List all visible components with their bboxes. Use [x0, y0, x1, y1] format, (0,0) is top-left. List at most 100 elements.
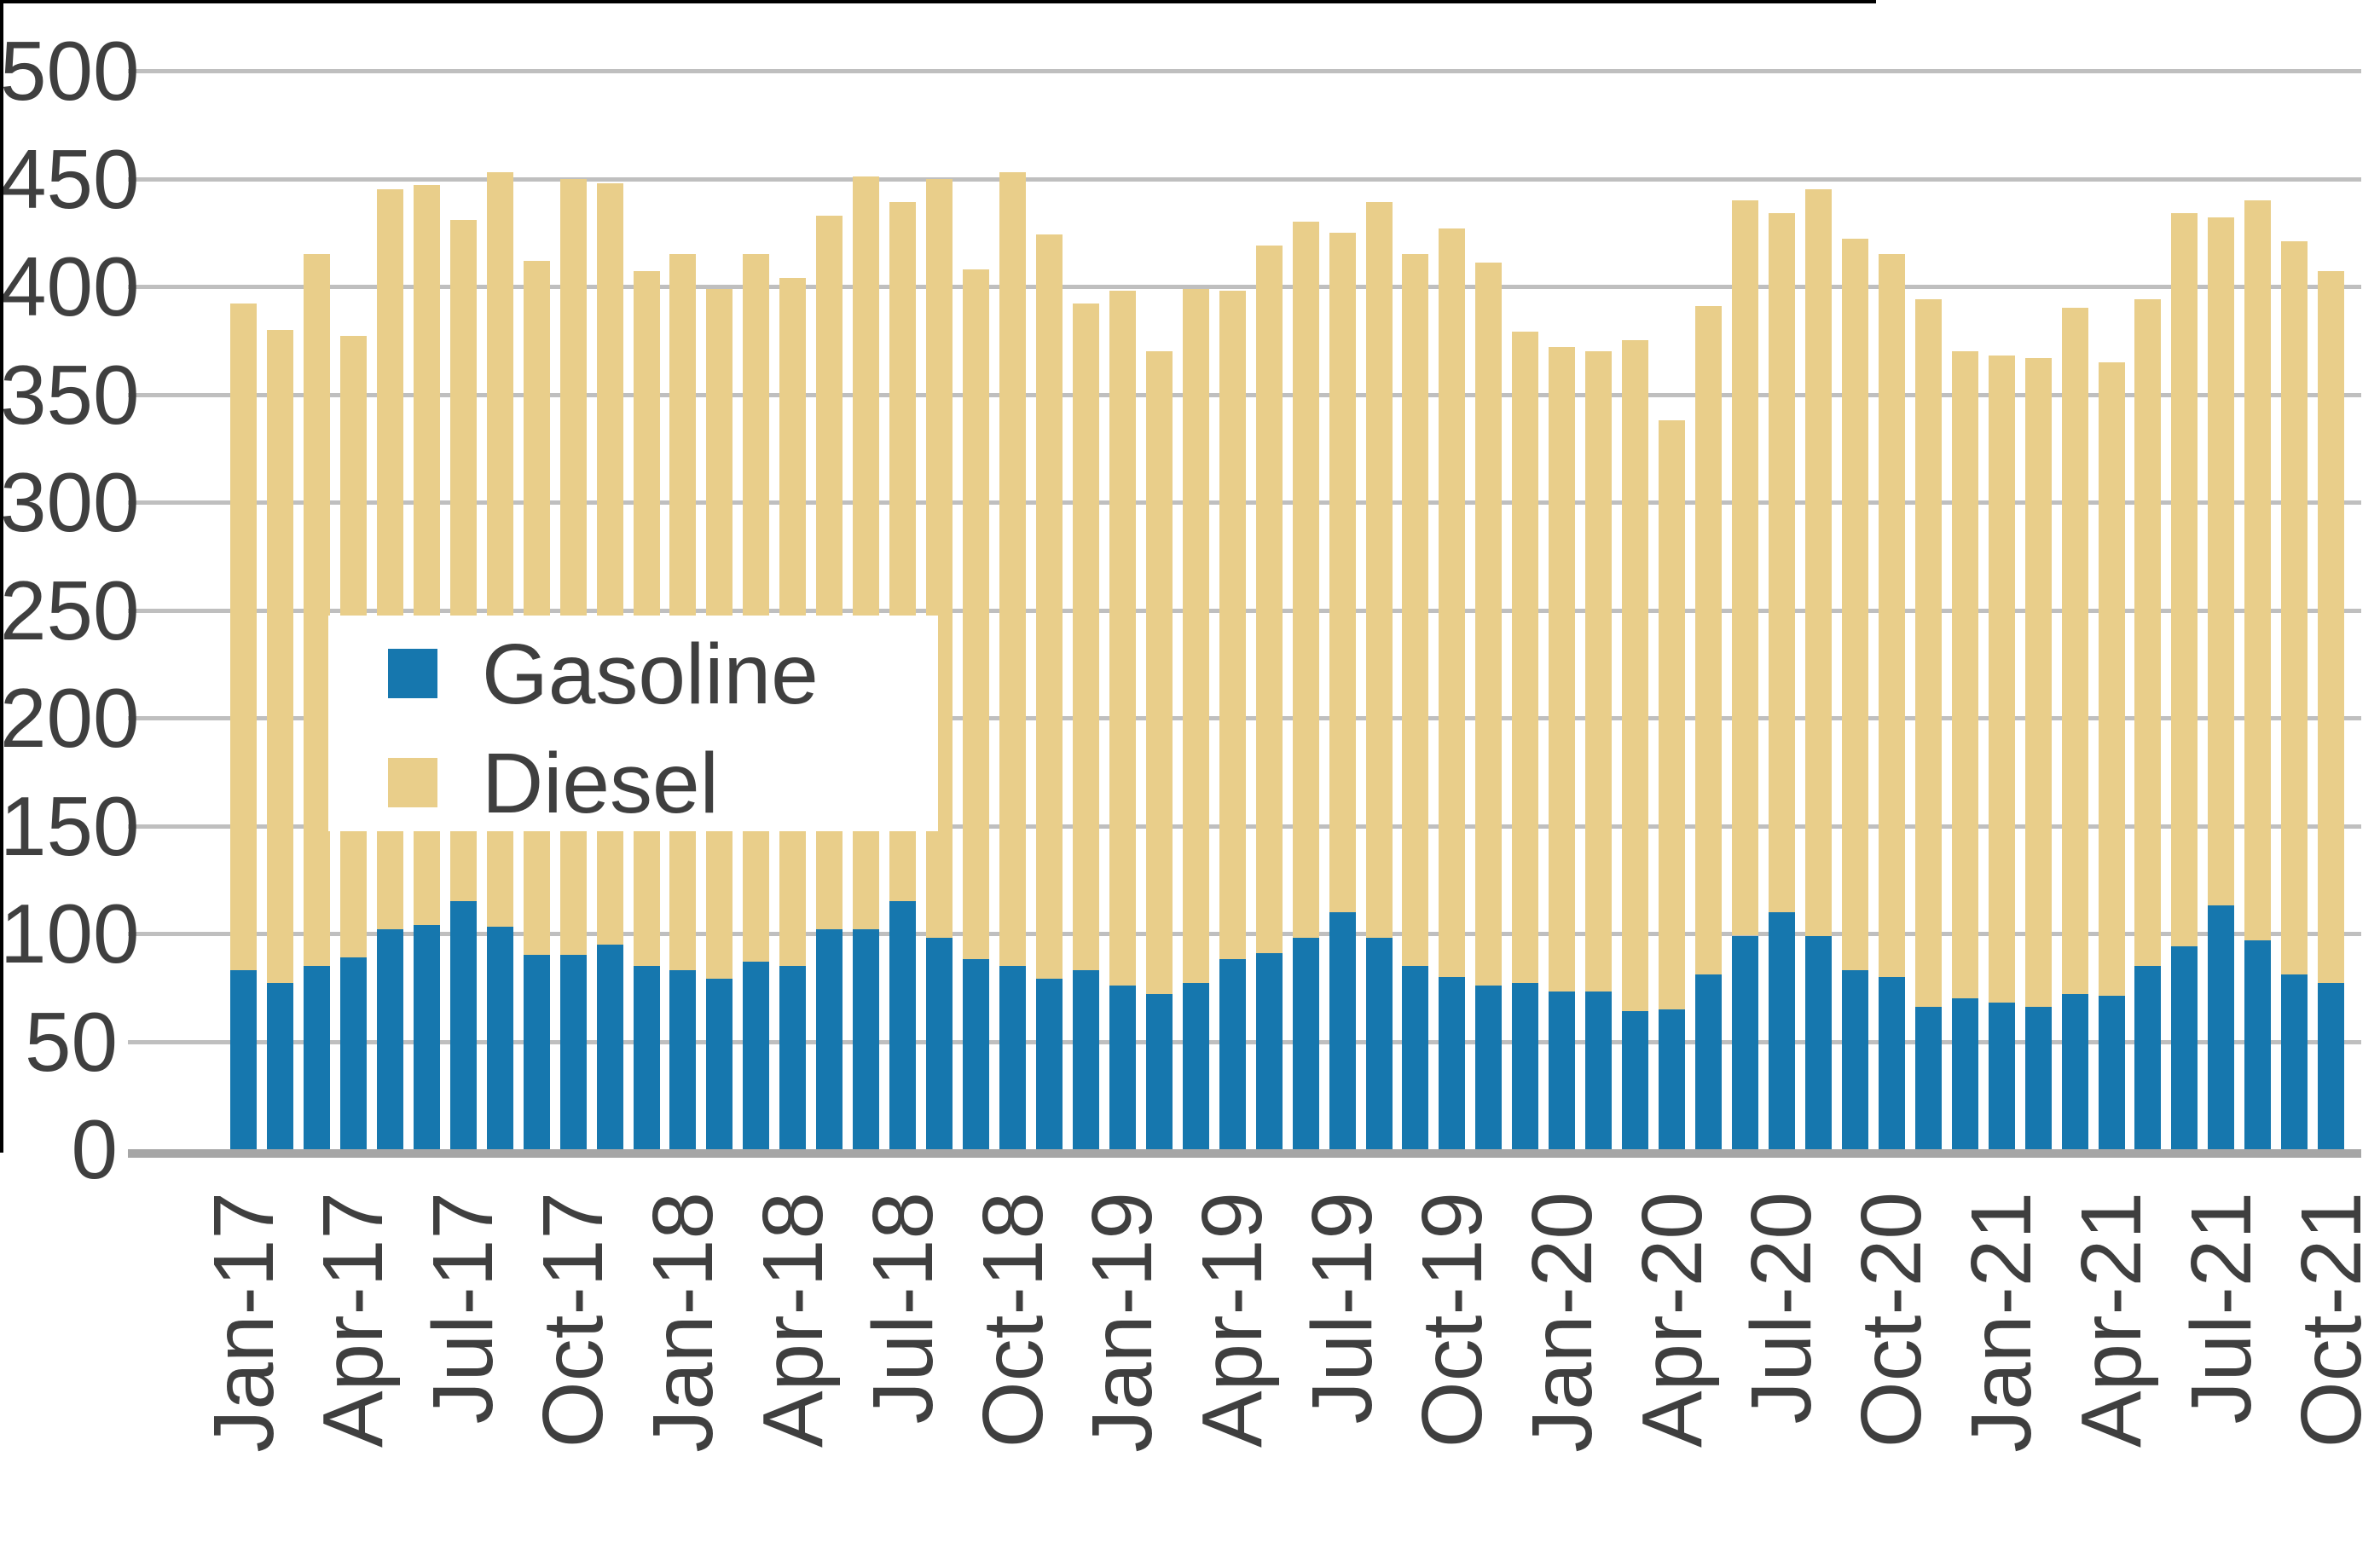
bar-segment-gasoline [1402, 966, 1429, 1149]
bar-segment-gasoline [853, 928, 880, 1149]
bar-segment-diesel [1951, 350, 1978, 998]
window-edge-left [0, 0, 3, 1153]
bar-segment-diesel [1475, 263, 1503, 986]
x-tick-label: Oct-21 [2283, 1192, 2379, 1448]
bar-segment-diesel [1402, 254, 1429, 966]
bar-segment-gasoline [1951, 997, 1978, 1149]
legend: Gasoline Diesel [328, 616, 938, 831]
x-tick-label: Jul-19 [1294, 1192, 1390, 1425]
bar-segment-gasoline [779, 966, 807, 1149]
y-tick-label: 150 [0, 778, 140, 873]
bar-segment-gasoline [1878, 976, 1905, 1149]
bar-segment-gasoline [1804, 935, 1832, 1149]
x-tick-label: Apr-18 [744, 1192, 841, 1448]
bar-segment-gasoline [523, 955, 550, 1149]
bar-segment-gasoline [999, 966, 1026, 1149]
y-tick-label: 350 [0, 347, 140, 442]
bar-segment-diesel [1145, 350, 1173, 994]
bar-segment-gasoline [596, 944, 623, 1149]
bar-segment-diesel [303, 254, 330, 966]
x-tick-label: Oct-19 [1404, 1192, 1500, 1448]
x-tick-label: Jan-17 [195, 1192, 292, 1453]
bar-segment-diesel [1585, 350, 1613, 992]
x-tick-label: Apr-17 [305, 1192, 402, 1448]
x-tick-label: Oct-20 [1844, 1192, 1940, 1448]
bar-segment-diesel [2061, 308, 2088, 994]
bar-segment-diesel [1182, 288, 1209, 984]
x-tick-label: Oct-17 [525, 1192, 621, 1448]
window-edge-top [0, 0, 1876, 3]
bar-segment-diesel [2244, 199, 2272, 940]
bar-segment-gasoline [1622, 1011, 1649, 1149]
bar-segment-gasoline [339, 957, 367, 1149]
legend-swatch-diesel-icon [388, 758, 437, 807]
bar-segment-gasoline [449, 901, 477, 1149]
bar-segment-diesel [1659, 419, 1686, 1009]
x-tick-label: Jul-17 [415, 1192, 512, 1425]
bar-segment-gasoline [2061, 993, 2088, 1149]
bar-segment-diesel [1732, 199, 1758, 936]
bar-segment-diesel [2098, 361, 2125, 997]
bar-segment-diesel [230, 304, 257, 970]
bar-segment-diesel [1255, 245, 1283, 953]
bar-segment-gasoline [486, 927, 513, 1149]
bar-segment-gasoline [376, 928, 403, 1149]
y-tick-label: 200 [0, 671, 140, 765]
bar-segment-diesel [1878, 254, 1905, 977]
x-tick-label: Jul-20 [1734, 1192, 1830, 1425]
bar-segment-diesel [2281, 240, 2308, 975]
bar-segment-diesel [1072, 304, 1099, 970]
bar-segment-gasoline [1659, 1009, 1686, 1149]
legend-swatch-gasoline-icon [388, 649, 437, 698]
x-tick-label: Jan-20 [1514, 1192, 1610, 1453]
bar-segment-diesel [1768, 213, 1795, 912]
y-tick-label: 250 [0, 563, 140, 657]
bar-segment-gasoline [1109, 985, 1136, 1149]
bar-segment-diesel [1109, 291, 1136, 986]
bar-segment-diesel [2024, 357, 2052, 1007]
bar-segment-diesel [2318, 271, 2345, 984]
bar-segment-gasoline [1585, 992, 1613, 1149]
bar-segment-gasoline [413, 924, 440, 1149]
bar-segment-gasoline [669, 970, 697, 1149]
bar-segment-gasoline [303, 966, 330, 1149]
bar-segment-gasoline [2318, 983, 2345, 1149]
bar-segment-diesel [963, 269, 989, 960]
bar-segment-gasoline [1768, 911, 1795, 1149]
bar-segment-diesel [1365, 202, 1393, 938]
bar-segment-diesel [1695, 305, 1722, 975]
bar-segment-gasoline [2134, 966, 2162, 1149]
legend-label-gasoline: Gasoline [482, 627, 819, 722]
bar-segment-gasoline [1439, 976, 1466, 1149]
bar-segment-gasoline [266, 983, 293, 1149]
x-tick-label: Jan-21 [1954, 1192, 2050, 1453]
x-tick-label: Apr-19 [1184, 1192, 1281, 1448]
y-tick-label: 300 [0, 455, 140, 549]
bar-segment-diesel [2134, 299, 2162, 966]
gridline-500 [128, 69, 2361, 73]
x-tick-label: Apr-21 [2064, 1192, 2159, 1448]
x-tick-label: Oct-18 [964, 1192, 1061, 1448]
x-tick-label: Jan-18 [634, 1192, 731, 1453]
bar-segment-gasoline [706, 979, 733, 1149]
bar-segment-gasoline [963, 959, 989, 1149]
y-tick-label: 400 [0, 240, 140, 333]
bar-segment-gasoline [2208, 905, 2235, 1149]
bar-segment-gasoline [1365, 938, 1393, 1149]
x-tick-label: Apr-20 [1624, 1192, 1720, 1448]
x-tick-label: Jan-19 [1074, 1192, 1171, 1453]
bar-segment-diesel [523, 260, 550, 956]
bar-segment-gasoline [2281, 974, 2308, 1149]
bar-segment-diesel [2171, 213, 2198, 947]
bar-segment-gasoline [1255, 952, 1283, 1149]
y-tick-label: 0 [71, 1102, 118, 1196]
bar-segment-gasoline [2098, 996, 2125, 1149]
x-axis-line [128, 1149, 2361, 1158]
bar-segment-gasoline [1549, 992, 1576, 1149]
bar-segment-gasoline [926, 938, 953, 1149]
bar-segment-gasoline [1292, 938, 1319, 1149]
bar-segment-gasoline [1475, 985, 1503, 1149]
bar-segment-gasoline [1182, 983, 1209, 1149]
